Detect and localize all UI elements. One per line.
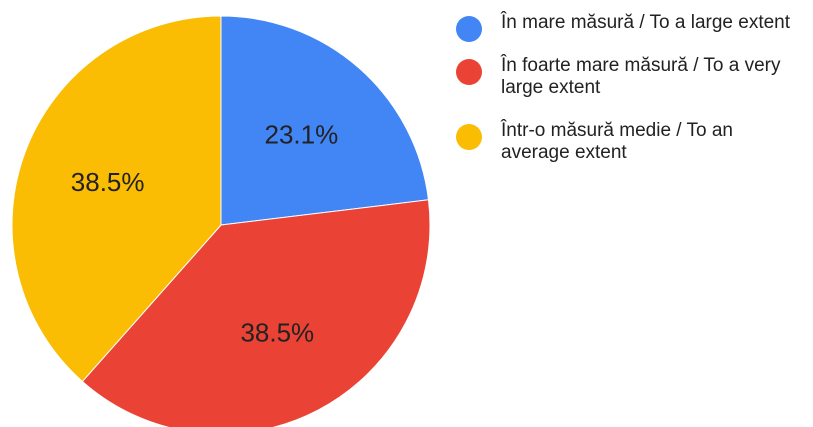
legend-label: În foarte mare măsură / To a very large …: [501, 55, 781, 98]
pie-slice-average-extent[interactable]: [11, 15, 222, 383]
legend-item-average-extent[interactable]: Într-o măsură medie / To an average exte…: [456, 120, 801, 164]
slice-percent-label: 23.1%: [265, 119, 339, 149]
legend-item-large-extent[interactable]: În mare măsură / To a large extent: [456, 12, 801, 42]
legend: În mare măsură / To a large extent În fo…: [456, 12, 806, 185]
slice-percent-label: 38.5%: [240, 317, 314, 347]
pie-slice-labels: 23.1% 38.5% 38.5%: [71, 119, 338, 347]
pie-slice-very-large-extent[interactable]: [81, 199, 431, 427]
pie-chart: 23.1% 38.5% 38.5%: [11, 15, 431, 427]
legend-label: În mare măsură / To a large extent: [501, 12, 791, 33]
pie-slices: [11, 15, 431, 427]
legend-label: Într-o măsură medie / To an average exte…: [501, 120, 733, 163]
legend-item-very-large-extent[interactable]: În foarte mare măsură / To a very large …: [456, 55, 801, 99]
legend-swatch-red: [456, 59, 482, 85]
legend-swatch-blue: [456, 16, 482, 42]
slice-percent-label: 38.5%: [71, 167, 145, 197]
pie-slice-large-extent[interactable]: [220, 15, 430, 226]
legend-swatch-yellow: [456, 124, 482, 150]
